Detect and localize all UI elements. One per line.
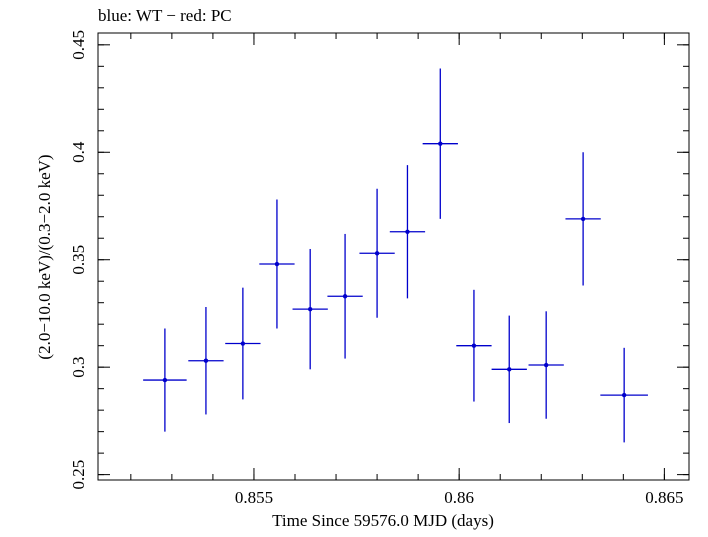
data-point [359,188,395,318]
x-axis-ticks: 0.855 0.86 0.865 [130,33,684,507]
data-marker [507,367,512,372]
chart-title: blue: WT − red: PC [98,6,232,25]
x-tick-label: 0.86 [444,488,474,507]
y-tick-label: 0.45 [69,30,88,60]
data-marker [240,341,246,346]
plot-frame [97,32,690,481]
data-point [259,199,295,329]
data-point [143,328,187,432]
data-series [143,68,648,443]
x-tick-label: 0.865 [645,488,683,507]
data-point [422,68,458,219]
x-axis-label: Time Since 59576.0 MJD (days) [272,511,494,530]
data-marker [162,377,168,383]
data-marker [471,343,477,348]
data-point [491,315,527,424]
data-point [188,307,224,415]
y-tick-label: 0.3 [69,357,88,378]
data-marker [580,216,586,222]
data-marker [203,358,209,363]
data-marker [274,261,280,267]
y-tick-label: 0.35 [69,245,88,275]
data-point [565,152,601,286]
y-axis-ticks: 0.25 0.3 0.35 0.4 0.45 [69,30,689,490]
data-point [600,347,648,443]
data-marker [405,229,410,234]
y-tick-label: 0.25 [69,460,88,490]
data-marker [342,294,348,299]
data-marker [621,392,627,398]
data-point [389,165,426,299]
x-tick-label: 0.855 [235,488,273,507]
data-marker [307,306,313,312]
data-marker [374,251,380,256]
y-tick-label: 0.4 [69,141,88,163]
data-point [327,233,363,359]
data-point [456,289,492,402]
data-point [292,248,328,370]
y-axis-label: (2.0−10.0 keV)/(0.3−2.0 keV) [35,154,54,359]
data-marker [438,141,443,146]
data-point [528,311,564,419]
data-point [225,287,261,400]
data-marker [543,362,549,368]
